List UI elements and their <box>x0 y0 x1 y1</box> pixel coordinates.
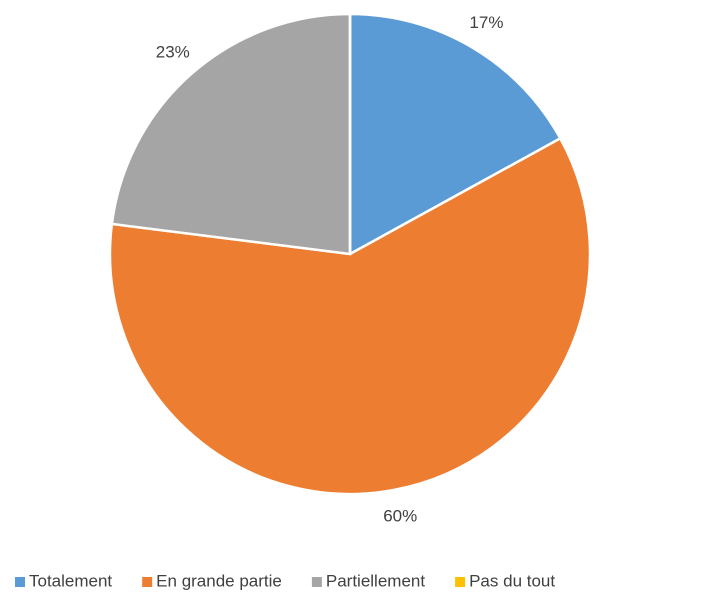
data-label: 17% <box>469 13 503 32</box>
pie-slice <box>348 12 563 257</box>
pie-slice <box>108 136 592 496</box>
data-label: 23% <box>156 42 190 61</box>
pie-slice <box>110 12 352 256</box>
legend-swatch <box>15 577 25 587</box>
legend-swatch <box>455 577 466 587</box>
legend-swatch <box>142 577 153 587</box>
legend-label: Pas du tout <box>469 571 555 590</box>
legend-label: Partiellement <box>326 571 425 590</box>
legend-label: Totalement <box>29 571 112 590</box>
legend-label: En grande partie <box>156 571 282 590</box>
legend-swatch <box>311 577 322 587</box>
data-label: 60% <box>383 507 417 526</box>
